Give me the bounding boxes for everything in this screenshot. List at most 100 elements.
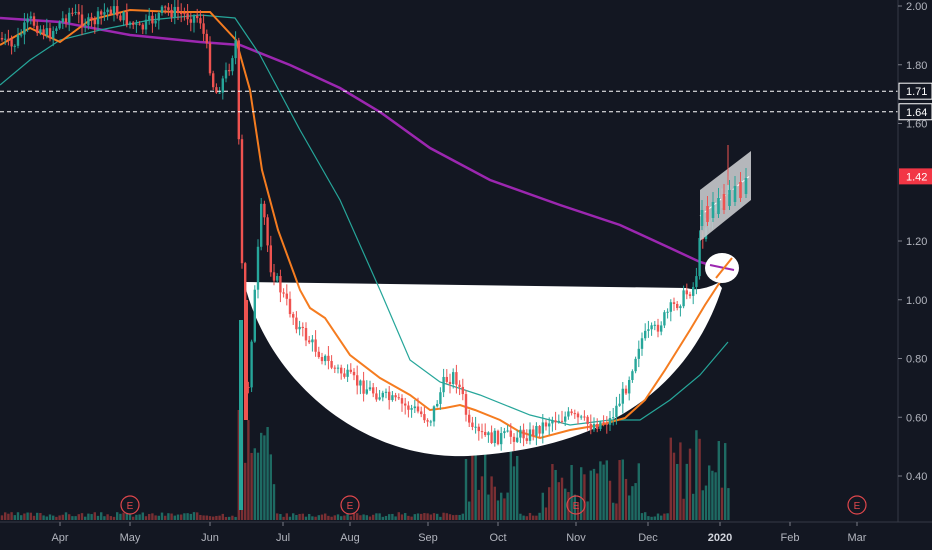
candle-body bbox=[240, 139, 244, 264]
candle bbox=[343, 368, 346, 379]
volume-bar bbox=[413, 514, 416, 520]
candle-body bbox=[468, 414, 471, 423]
candle bbox=[615, 396, 618, 425]
volume-bar bbox=[381, 516, 384, 520]
candle bbox=[55, 26, 58, 35]
candle-body bbox=[535, 426, 538, 436]
price-label-box bbox=[898, 82, 932, 100]
candle-body bbox=[666, 311, 669, 313]
volume-bar bbox=[679, 442, 682, 520]
candle bbox=[634, 356, 637, 374]
candle-body bbox=[592, 424, 596, 430]
candle-body bbox=[90, 17, 93, 20]
candle-body bbox=[71, 12, 74, 14]
candle-body bbox=[692, 286, 695, 296]
candle-body bbox=[224, 70, 228, 79]
candle bbox=[519, 425, 522, 444]
candle bbox=[583, 410, 586, 421]
candle-body bbox=[368, 387, 372, 390]
volume-bar bbox=[599, 461, 602, 520]
candle bbox=[330, 355, 333, 370]
volume-bar bbox=[0, 515, 4, 520]
candle-body bbox=[528, 429, 532, 441]
candle bbox=[84, 18, 87, 33]
candle bbox=[484, 423, 487, 437]
candle bbox=[624, 385, 628, 395]
candle bbox=[535, 422, 538, 446]
volume-bar bbox=[429, 514, 432, 520]
candle-body bbox=[48, 28, 52, 39]
candle bbox=[522, 423, 525, 447]
candle-body bbox=[285, 293, 288, 299]
candle-body bbox=[394, 395, 397, 398]
candle-body bbox=[512, 436, 516, 442]
candle bbox=[116, 0, 119, 19]
x-tick-label: Nov bbox=[566, 532, 586, 544]
candle-body bbox=[304, 328, 308, 341]
candle-body bbox=[170, 9, 173, 18]
candle-body bbox=[487, 432, 490, 436]
candle-body bbox=[327, 355, 330, 361]
volume-bar bbox=[477, 489, 480, 520]
candle-body bbox=[141, 24, 144, 30]
candle bbox=[410, 404, 413, 418]
candle bbox=[589, 414, 592, 435]
volume-bar bbox=[676, 463, 679, 520]
volume-bar bbox=[208, 516, 212, 520]
candle-body bbox=[122, 12, 125, 21]
volume-bar bbox=[292, 513, 295, 520]
y-tick-label: 0.80 bbox=[906, 354, 927, 366]
candle bbox=[692, 282, 695, 305]
candle bbox=[650, 322, 653, 336]
candle-body bbox=[0, 38, 4, 40]
candle bbox=[637, 340, 640, 368]
candle-body bbox=[189, 19, 192, 23]
candle bbox=[269, 235, 272, 277]
candle bbox=[263, 200, 266, 225]
volume-bar bbox=[490, 476, 493, 520]
volume-bar bbox=[624, 478, 628, 520]
candle-body bbox=[84, 25, 87, 27]
candle-body bbox=[116, 6, 119, 16]
candle-body bbox=[125, 12, 128, 25]
candle-body bbox=[314, 339, 317, 352]
candle bbox=[48, 22, 52, 42]
candle-body bbox=[573, 413, 576, 415]
candle-body bbox=[20, 34, 23, 36]
volume-bar bbox=[192, 512, 196, 520]
candle-body bbox=[570, 411, 573, 414]
volume-bar bbox=[727, 488, 730, 520]
candle bbox=[503, 427, 506, 439]
candle bbox=[432, 405, 436, 427]
candle bbox=[628, 376, 631, 401]
candle-body bbox=[544, 422, 548, 427]
candle bbox=[688, 291, 692, 299]
candle bbox=[452, 368, 455, 389]
volume-bar bbox=[560, 477, 564, 520]
volume-bar bbox=[343, 515, 346, 520]
volume-bar bbox=[660, 515, 663, 520]
handle-candle-body bbox=[722, 194, 726, 210]
volume-bar bbox=[26, 512, 29, 520]
candle-body bbox=[343, 373, 346, 377]
volume-bar bbox=[695, 430, 698, 520]
candle bbox=[119, 13, 122, 22]
candle-body bbox=[340, 367, 343, 374]
candle-body bbox=[637, 348, 640, 359]
candle bbox=[653, 321, 656, 331]
candle-body bbox=[420, 411, 423, 415]
volume-bar bbox=[10, 512, 13, 520]
candle-body bbox=[365, 389, 368, 394]
candle bbox=[506, 425, 509, 433]
volume-bar bbox=[500, 492, 503, 520]
volume-bar bbox=[154, 515, 157, 520]
candle bbox=[148, 7, 151, 25]
candle-body bbox=[605, 423, 608, 425]
candle-body bbox=[596, 424, 599, 429]
candle-body bbox=[218, 92, 221, 94]
candle-body bbox=[458, 384, 461, 387]
candle-body bbox=[359, 380, 362, 386]
candle-body bbox=[119, 15, 122, 21]
candle-body bbox=[391, 395, 394, 401]
candle-body bbox=[372, 387, 375, 394]
